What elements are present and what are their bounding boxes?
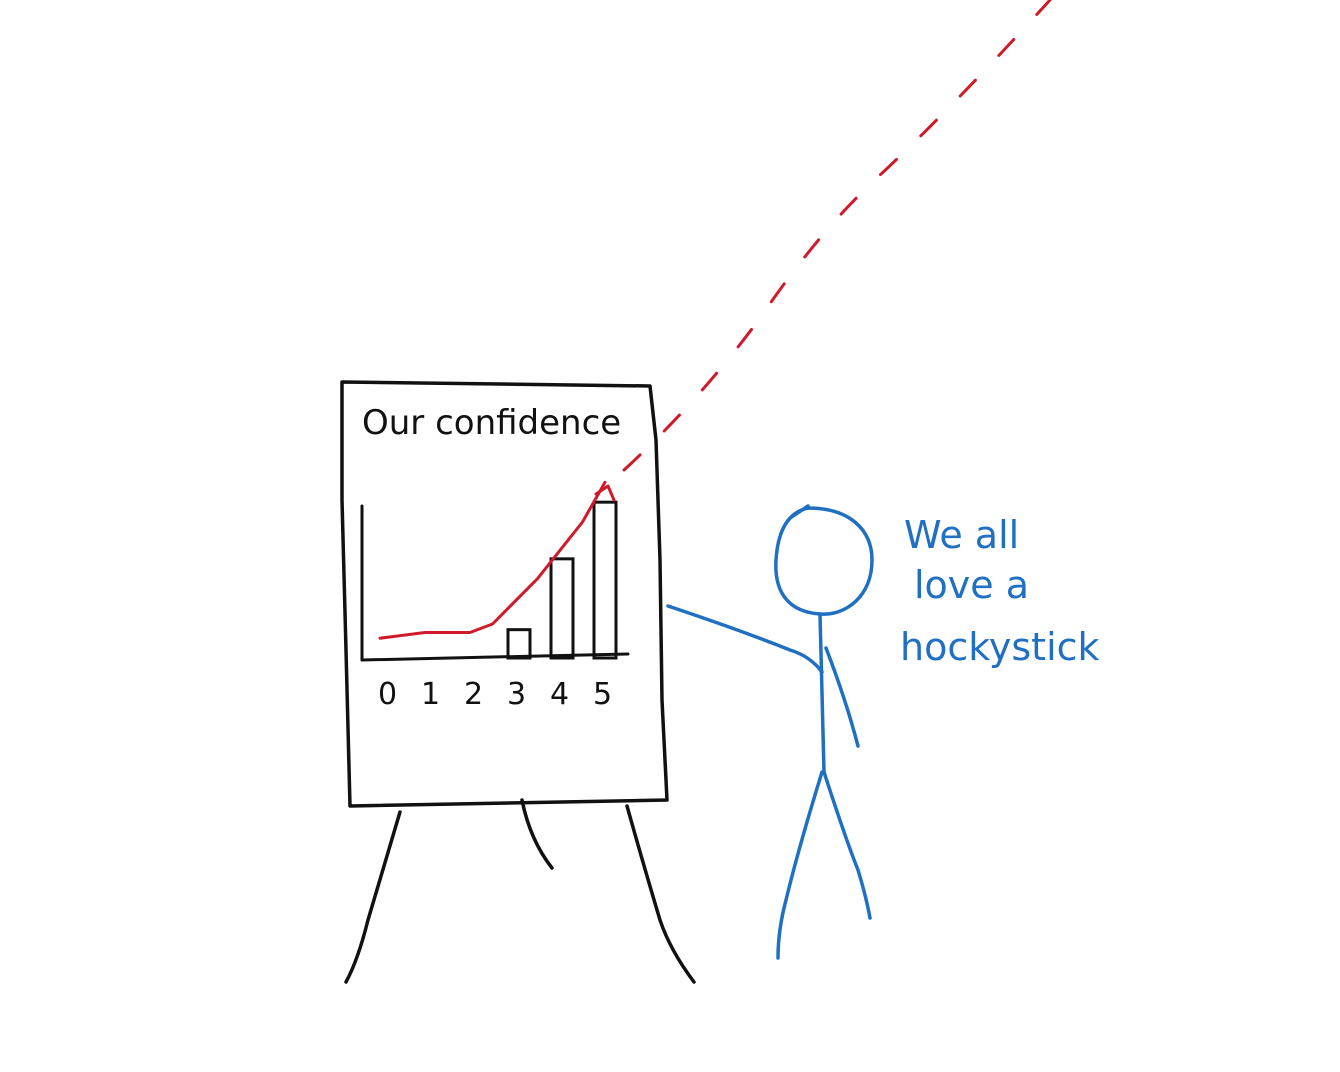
stick-figure-head (774, 504, 874, 616)
easel-leg-back (520, 798, 554, 870)
chart-bar-5 (592, 500, 618, 660)
trend-line (378, 480, 607, 640)
stick-figure-pointing-arm (666, 604, 824, 674)
chart-bar-4 (549, 557, 575, 660)
easel-board (340, 380, 669, 808)
tick-label-2: 2 (464, 677, 483, 712)
chart-bar-3 (506, 628, 532, 660)
trend-arrowhead (594, 484, 616, 502)
speech-line-1: We all (904, 513, 1019, 557)
stick-figure-left-leg (776, 770, 824, 960)
tick-label-1: 1 (421, 677, 440, 712)
tick-label-5: 5 (593, 677, 612, 712)
tick-label-0: 0 (378, 677, 397, 712)
speech-line-3: hockystick (900, 625, 1100, 669)
board-title: Our confidence (362, 403, 621, 443)
tick-label-3: 3 (507, 677, 526, 712)
speech-line-2: love a (914, 563, 1029, 607)
stick-figure-body (818, 612, 826, 774)
easel-leg-right (625, 804, 696, 984)
chart-x-axis (360, 652, 630, 662)
chart-bars (506, 500, 618, 660)
stick-figure (666, 504, 874, 960)
stick-figure-right-leg (822, 770, 872, 920)
stick-figure-other-arm (824, 646, 860, 748)
trend-extension-dashed (622, 0, 1052, 472)
easel-leg-left (344, 810, 402, 984)
tick-label-4: 4 (550, 677, 569, 712)
